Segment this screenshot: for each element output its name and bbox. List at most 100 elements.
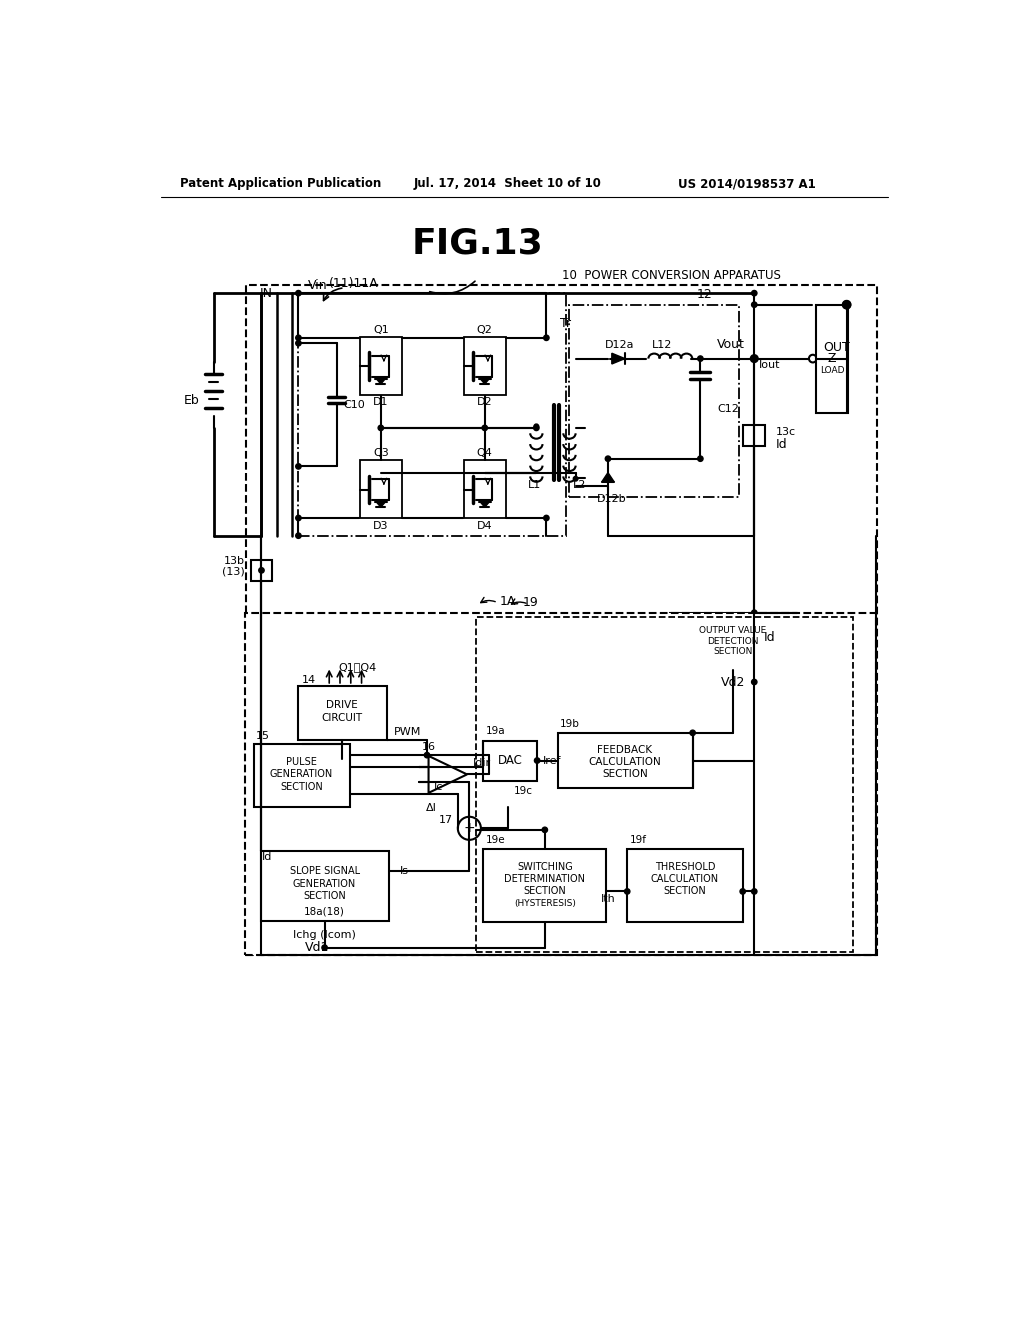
Text: Z: Z <box>827 352 837 366</box>
Text: 13c: 13c <box>776 426 796 437</box>
Circle shape <box>542 828 548 833</box>
Circle shape <box>544 335 549 341</box>
Text: Iout: Iout <box>759 360 780 370</box>
Text: Ic: Ic <box>434 783 443 792</box>
Circle shape <box>752 356 757 362</box>
Text: D2: D2 <box>477 397 493 408</box>
Text: SECTION: SECTION <box>523 887 566 896</box>
Circle shape <box>296 463 301 469</box>
Text: Is: Is <box>400 866 409 875</box>
Text: Id: Id <box>764 631 775 644</box>
Text: 19c: 19c <box>514 787 532 796</box>
Text: SECTION: SECTION <box>664 887 707 896</box>
Text: CIRCUIT: CIRCUIT <box>322 713 362 723</box>
Text: Id: Id <box>261 851 271 862</box>
Polygon shape <box>480 502 489 507</box>
Text: Ichg (Icom): Ichg (Icom) <box>293 929 356 940</box>
Text: Q1: Q1 <box>373 325 389 335</box>
Text: Q2: Q2 <box>477 325 493 335</box>
Text: Q3: Q3 <box>373 449 389 458</box>
Bar <box>360 337 402 395</box>
Text: Vout: Vout <box>717 338 745 351</box>
Polygon shape <box>376 379 385 384</box>
Polygon shape <box>376 502 385 507</box>
Text: Ith: Ith <box>601 894 615 904</box>
Text: ΔI: ΔI <box>425 804 436 813</box>
Bar <box>464 461 506 517</box>
Bar <box>360 461 402 517</box>
Text: (13): (13) <box>222 566 245 577</box>
Circle shape <box>535 424 539 429</box>
Circle shape <box>259 568 264 573</box>
Circle shape <box>296 335 301 341</box>
Text: +: + <box>464 821 475 836</box>
Text: Q1～Q4: Q1～Q4 <box>339 661 377 672</box>
Text: SECTION: SECTION <box>281 781 323 792</box>
Text: 19b: 19b <box>560 718 580 729</box>
Polygon shape <box>480 379 489 384</box>
Circle shape <box>752 610 757 615</box>
Text: Id: Id <box>776 438 787 451</box>
Bar <box>816 305 848 412</box>
Circle shape <box>482 425 487 430</box>
Text: OUTPUT VALUE: OUTPUT VALUE <box>699 626 766 635</box>
Text: L12: L12 <box>651 339 672 350</box>
Circle shape <box>752 888 757 894</box>
Text: CALCULATION: CALCULATION <box>651 874 719 884</box>
Polygon shape <box>602 473 614 482</box>
Text: 12: 12 <box>696 288 713 301</box>
Text: SLOPE SIGNAL: SLOPE SIGNAL <box>290 866 359 875</box>
Text: Iref: Iref <box>544 755 562 766</box>
Text: C10: C10 <box>343 400 365 409</box>
Text: L2: L2 <box>572 480 586 490</box>
Text: DETECTION: DETECTION <box>707 636 759 645</box>
Text: D1: D1 <box>373 397 388 408</box>
Circle shape <box>843 301 851 309</box>
Text: D12b: D12b <box>597 494 627 504</box>
Text: 16: 16 <box>422 742 436 752</box>
Text: Patent Application Publication: Patent Application Publication <box>180 177 381 190</box>
Text: 19: 19 <box>523 597 539 610</box>
Text: Q4: Q4 <box>477 449 493 458</box>
Bar <box>628 849 742 923</box>
Text: Vd2: Vd2 <box>721 676 744 689</box>
Circle shape <box>296 341 301 346</box>
Text: FIG.13: FIG.13 <box>412 226 543 260</box>
Circle shape <box>752 680 757 685</box>
Text: SWITCHING: SWITCHING <box>517 862 572 871</box>
Circle shape <box>296 533 301 539</box>
Circle shape <box>625 888 630 894</box>
Circle shape <box>296 290 301 296</box>
Text: IN: IN <box>260 286 273 300</box>
Circle shape <box>534 425 539 430</box>
Text: Idir: Idir <box>473 758 492 768</box>
Bar <box>246 285 878 956</box>
Circle shape <box>573 477 578 480</box>
Text: GENERATION: GENERATION <box>293 879 356 888</box>
Circle shape <box>697 356 703 362</box>
Circle shape <box>424 752 430 758</box>
Text: (HYSTERESIS): (HYSTERESIS) <box>514 899 575 908</box>
Bar <box>298 686 387 739</box>
Text: FEEDBACK: FEEDBACK <box>597 744 652 755</box>
Text: Vd1: Vd1 <box>305 941 329 954</box>
Text: DETERMINATION: DETERMINATION <box>504 874 586 884</box>
Text: SECTION: SECTION <box>602 770 648 779</box>
Text: LOAD: LOAD <box>820 367 844 375</box>
Bar <box>298 293 565 536</box>
Bar <box>743 425 765 446</box>
Text: D3: D3 <box>373 520 388 531</box>
Text: PWM: PWM <box>394 727 422 737</box>
Text: 19a: 19a <box>485 726 505 737</box>
Bar <box>475 616 853 952</box>
Text: THRESHOLD: THRESHOLD <box>654 862 715 871</box>
Polygon shape <box>611 354 625 364</box>
Text: 14: 14 <box>302 675 316 685</box>
Text: Jul. 17, 2014  Sheet 10 of 10: Jul. 17, 2014 Sheet 10 of 10 <box>414 177 602 190</box>
Bar <box>483 849 606 923</box>
Circle shape <box>322 945 328 950</box>
Circle shape <box>378 425 384 430</box>
Text: 17: 17 <box>439 814 454 825</box>
Text: CALCULATION: CALCULATION <box>589 758 662 767</box>
Text: SECTION: SECTION <box>303 891 346 902</box>
